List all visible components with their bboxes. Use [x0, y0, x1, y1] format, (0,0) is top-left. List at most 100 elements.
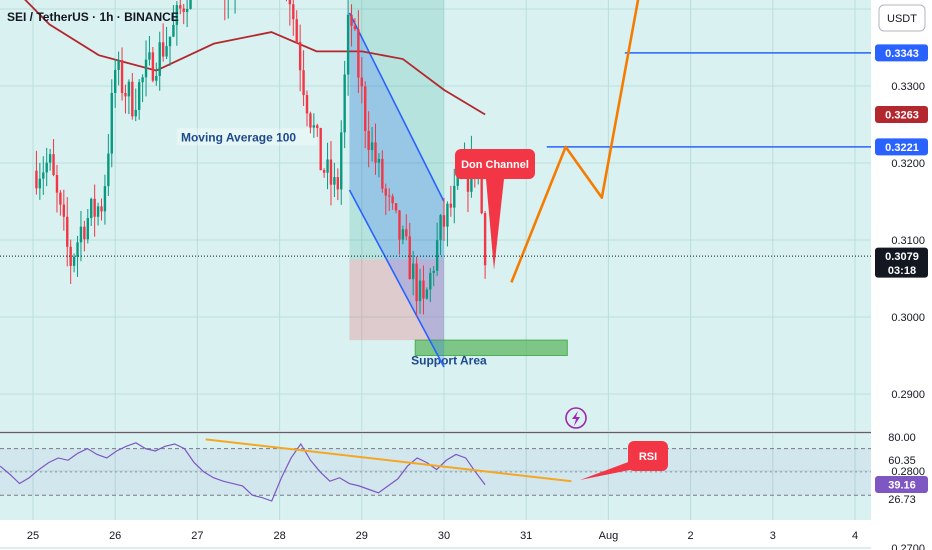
candle-body: [141, 77, 144, 83]
price-tick-label: 0.2900: [891, 389, 925, 401]
candle-body: [90, 198, 93, 219]
candle-body: [411, 263, 415, 280]
candle-body: [346, 14, 350, 75]
candle-body: [107, 153, 110, 187]
candle-body: [110, 92, 113, 154]
candle-body: [329, 159, 333, 185]
candle-body: [446, 203, 449, 227]
candle-body: [326, 159, 329, 173]
candle-body: [429, 272, 432, 290]
candle-body: [117, 60, 120, 70]
lightning-icon: [565, 407, 587, 429]
time-tick-label: 29: [356, 530, 368, 542]
moving-average-label: Moving Average 100: [181, 130, 296, 144]
candle-body: [76, 242, 79, 257]
candle-body: [134, 109, 137, 117]
time-tick-label: 27: [191, 530, 203, 542]
candle-body: [364, 86, 367, 131]
candle-body: [144, 59, 148, 78]
candle-body: [83, 226, 86, 240]
time-tick-label: 28: [273, 530, 285, 542]
candle-body: [151, 52, 155, 81]
candle-body: [161, 42, 165, 57]
candle-body: [456, 176, 459, 186]
candle-body: [86, 218, 89, 240]
rsi-axis[interactable]: 80.00 60.35 26.73 39.16: [875, 432, 928, 506]
price-tick-label: 0.3000: [891, 312, 925, 324]
candle-body: [432, 270, 435, 273]
candle-body: [127, 81, 131, 97]
channel-callout-box: [455, 149, 535, 179]
candle-body: [148, 52, 151, 60]
candle-body: [415, 263, 418, 302]
candle-body: [62, 204, 66, 217]
rsi-tick-label: 80.00: [888, 432, 916, 444]
candle-body: [288, 0, 292, 5]
price-tick-label: 0.2700: [891, 543, 925, 550]
price-tick-label: 0.3200: [891, 158, 925, 170]
candle-body: [96, 206, 100, 217]
projection-path: [510, 0, 640, 283]
candle-body: [391, 196, 394, 204]
time-tick-label: 26: [109, 530, 121, 542]
candle-body: [319, 127, 322, 171]
candle-body: [316, 125, 319, 128]
candle-body: [439, 215, 442, 241]
bar-countdown: 03:18: [888, 265, 916, 277]
rsi-value-label: 39.16: [888, 480, 916, 492]
candle-body: [131, 81, 134, 117]
candle-body: [66, 216, 69, 247]
candle-body: [59, 192, 62, 205]
candle-body: [449, 203, 453, 208]
price-tag-box: [875, 247, 928, 278]
candle-body: [333, 177, 336, 185]
candle-body: [292, 4, 295, 20]
price-tag-label: 0.3343: [885, 48, 919, 60]
candle-body: [401, 229, 405, 240]
price-tag-box: [875, 138, 928, 156]
time-axis[interactable]: 25 26 27 28 29 30 31 Aug 2 3 4: [27, 530, 858, 542]
candle-body: [453, 185, 456, 208]
currency-badge[interactable]: USDT: [878, 4, 926, 32]
candle-body: [336, 177, 340, 190]
candle-body: [38, 178, 42, 189]
candle-body: [394, 203, 398, 211]
candle-body: [93, 198, 96, 217]
candle-body: [137, 82, 141, 110]
candle-body: [179, 5, 182, 9]
long-position-stop-zone: [349, 259, 444, 341]
candle-body: [295, 19, 298, 42]
time-tick-label: 25: [27, 530, 39, 542]
rsi-line: [0, 442, 486, 502]
currency-label: USDT: [887, 13, 917, 25]
candle-body: [124, 93, 127, 97]
candle-body: [480, 174, 483, 214]
lightning-glyph: [572, 411, 580, 426]
price-tag-label: 0.3263: [885, 109, 919, 121]
candle-body: [360, 77, 363, 87]
time-tick-label: 30: [438, 530, 450, 542]
channel-callout-pointer: [486, 179, 504, 270]
candle-body: [425, 289, 429, 299]
candle-body: [374, 142, 377, 163]
candle-body: [435, 240, 439, 271]
candle-body: [155, 75, 158, 81]
candle-body: [388, 195, 391, 197]
price-tag-box: [875, 105, 928, 123]
candle-body: [312, 125, 316, 128]
time-tick-label: 31: [520, 530, 532, 542]
price-tag-label: 0.3221: [885, 142, 919, 154]
candle-body: [35, 170, 38, 189]
rsi-value-tag: [875, 476, 928, 494]
candle-body: [175, 5, 179, 25]
candle-body: [48, 154, 52, 163]
time-tick-label: 4: [852, 530, 858, 542]
candle-body: [52, 154, 55, 176]
candle-body: [381, 158, 384, 189]
candle-body: [367, 130, 370, 151]
symbol-title[interactable]: SEI / TetherUS · 1h · BINANCE: [7, 10, 179, 24]
candle-body: [370, 142, 374, 151]
rsi-callout-pointer: [580, 461, 640, 480]
candles: [35, 0, 487, 317]
